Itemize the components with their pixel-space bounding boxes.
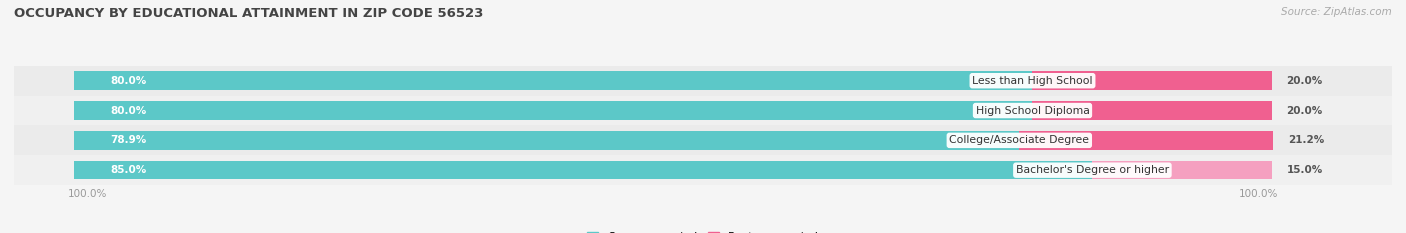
Text: Source: ZipAtlas.com: Source: ZipAtlas.com [1281,7,1392,17]
Legend: Owner-occupied, Renter-occupied: Owner-occupied, Renter-occupied [586,232,820,233]
Text: 21.2%: 21.2% [1288,135,1324,145]
Text: 15.0%: 15.0% [1286,165,1323,175]
Bar [75,72,1272,90]
Text: 20.0%: 20.0% [1286,76,1323,86]
Text: 85.0%: 85.0% [110,165,146,175]
Text: Bachelor's Degree or higher: Bachelor's Degree or higher [1017,165,1168,175]
Bar [1092,161,1272,179]
Text: Less than High School: Less than High School [972,76,1092,86]
Text: College/Associate Degree: College/Associate Degree [949,135,1090,145]
Bar [14,66,1392,96]
Text: 100.0%: 100.0% [1239,189,1278,199]
Text: OCCUPANCY BY EDUCATIONAL ATTAINMENT IN ZIP CODE 56523: OCCUPANCY BY EDUCATIONAL ATTAINMENT IN Z… [14,7,484,20]
Bar [75,131,1019,150]
Bar [1019,131,1274,150]
Text: High School Diploma: High School Diploma [976,106,1090,116]
Bar [14,125,1392,155]
Bar [75,101,1272,120]
Text: 20.0%: 20.0% [1286,106,1323,116]
Bar [75,161,1272,179]
Bar [75,131,1272,150]
Bar [14,155,1392,185]
Text: 100.0%: 100.0% [67,189,107,199]
Text: 80.0%: 80.0% [110,106,146,116]
Bar [1032,101,1272,120]
Bar [75,101,1032,120]
Bar [1032,72,1272,90]
Text: 80.0%: 80.0% [110,76,146,86]
Bar [75,161,1092,179]
Text: 78.9%: 78.9% [110,135,146,145]
Bar [75,72,1032,90]
Bar [14,96,1392,125]
